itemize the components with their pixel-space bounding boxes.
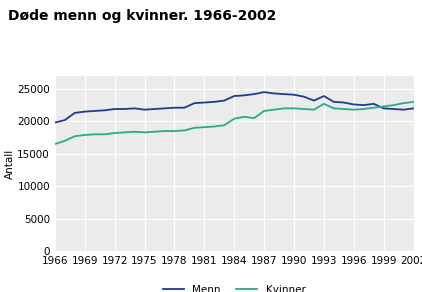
Menn xyxy=(72,111,77,115)
Kvinner xyxy=(331,107,336,110)
Menn xyxy=(152,107,157,111)
Menn xyxy=(411,107,416,110)
Menn xyxy=(301,95,306,98)
Kvinner xyxy=(172,129,177,133)
Kvinner xyxy=(262,109,267,113)
Kvinner xyxy=(252,116,257,120)
Kvinner xyxy=(92,133,97,136)
Kvinner xyxy=(371,106,376,110)
Menn xyxy=(322,94,327,98)
Kvinner xyxy=(62,139,68,142)
Kvinner xyxy=(242,115,247,119)
Text: Døde menn og kvinner. 1966-2002: Døde menn og kvinner. 1966-2002 xyxy=(8,9,277,23)
Menn xyxy=(292,93,297,96)
Menn xyxy=(252,92,257,96)
Menn xyxy=(371,102,376,106)
Menn xyxy=(122,107,127,111)
Menn xyxy=(102,109,107,112)
Kvinner xyxy=(341,107,346,111)
Kvinner xyxy=(322,102,327,106)
Menn xyxy=(202,101,207,104)
Kvinner xyxy=(391,103,396,107)
Menn xyxy=(232,94,237,98)
Kvinner xyxy=(271,108,276,112)
Menn xyxy=(401,108,406,112)
Kvinner xyxy=(292,107,297,110)
Menn xyxy=(192,101,197,105)
Menn xyxy=(281,92,287,96)
Kvinner xyxy=(152,130,157,133)
Kvinner xyxy=(411,100,416,104)
Kvinner xyxy=(72,135,77,138)
Kvinner xyxy=(132,130,137,133)
Line: Kvinner: Kvinner xyxy=(55,102,414,144)
Menn xyxy=(391,107,396,111)
Menn xyxy=(222,99,227,102)
Kvinner xyxy=(182,129,187,132)
Kvinner xyxy=(212,125,217,128)
Menn xyxy=(62,118,68,122)
Menn xyxy=(112,107,117,111)
Menn xyxy=(82,110,87,113)
Menn xyxy=(331,100,336,104)
Kvinner xyxy=(361,107,366,111)
Menn xyxy=(381,107,386,110)
Kvinner xyxy=(232,117,237,121)
Kvinner xyxy=(142,131,147,134)
Kvinner xyxy=(222,124,227,127)
Menn xyxy=(162,107,167,110)
Kvinner xyxy=(351,108,356,112)
Menn xyxy=(182,106,187,110)
Menn xyxy=(132,107,137,110)
Menn xyxy=(311,99,316,102)
Kvinner xyxy=(112,131,117,135)
Y-axis label: Antall: Antall xyxy=(5,148,14,179)
Kvinner xyxy=(401,101,406,105)
Kvinner xyxy=(381,105,386,108)
Kvinner xyxy=(82,133,87,137)
Menn xyxy=(361,103,366,107)
Kvinner xyxy=(162,129,167,133)
Kvinner xyxy=(122,131,127,134)
Menn xyxy=(52,121,57,124)
Menn xyxy=(262,91,267,94)
Menn xyxy=(172,106,177,110)
Kvinner xyxy=(311,108,316,112)
Menn xyxy=(351,103,356,106)
Kvinner xyxy=(52,142,57,146)
Menn xyxy=(92,109,97,113)
Kvinner xyxy=(202,126,207,129)
Line: Menn: Menn xyxy=(55,92,414,123)
Kvinner xyxy=(281,107,287,110)
Kvinner xyxy=(192,126,197,130)
Menn xyxy=(242,94,247,97)
Menn xyxy=(341,101,346,104)
Kvinner xyxy=(301,107,306,111)
Kvinner xyxy=(102,133,107,136)
Legend: Menn, Kvinner: Menn, Kvinner xyxy=(163,285,306,292)
Menn xyxy=(271,92,276,95)
Menn xyxy=(142,108,147,112)
Menn xyxy=(212,100,217,104)
